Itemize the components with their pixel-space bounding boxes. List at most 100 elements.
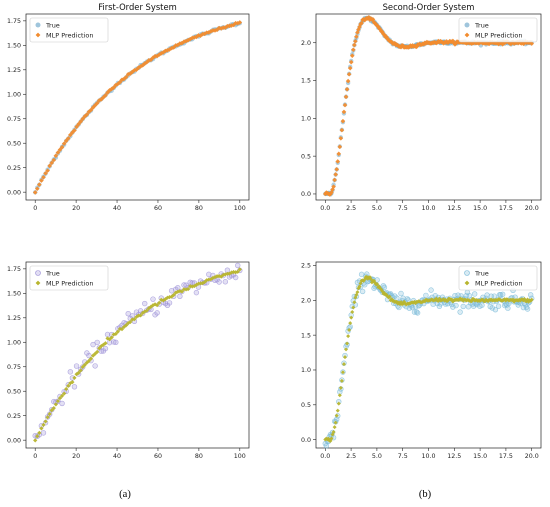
- mlp-point: [192, 35, 197, 40]
- mlp-point: [342, 102, 348, 108]
- x-tick-label: 17.5: [499, 453, 513, 460]
- mlp-point: [128, 319, 133, 325]
- legend-label: True: [45, 269, 60, 277]
- legend-box: [458, 17, 538, 43]
- true-point: [98, 348, 105, 354]
- mlp-point: [88, 356, 94, 361]
- mlp-point: [340, 118, 346, 124]
- true-point: [492, 306, 499, 313]
- mlp-point: [214, 274, 220, 279]
- mlp-point: [138, 64, 143, 69]
- mlp-point: [53, 153, 59, 159]
- mlp-point: [39, 178, 44, 183]
- mlp-point: [333, 420, 338, 425]
- mlp-point: [146, 58, 152, 63]
- mlp-point: [366, 15, 372, 20]
- mlp-point: [68, 132, 73, 138]
- mlp-point: [342, 355, 347, 360]
- mlp-point: [90, 353, 96, 358]
- mlp-point: [107, 337, 112, 342]
- true-point: [102, 345, 109, 352]
- x-tick-label: 20: [72, 453, 80, 460]
- true-point: [471, 291, 478, 297]
- legend-label: MLP Prediction: [475, 279, 523, 287]
- mlp-point: [113, 331, 118, 336]
- x-tick-label: 2.5: [346, 205, 356, 212]
- x-tick-label: 0.0: [320, 453, 330, 460]
- legend-marker: [35, 22, 41, 28]
- mlp-point: [132, 68, 137, 73]
- mlp-point: [359, 20, 364, 26]
- y-tick-label: 0.0: [301, 191, 311, 198]
- true-point: [150, 296, 156, 302]
- true-point: [323, 443, 330, 449]
- y-tick-label: 0.25: [7, 413, 21, 420]
- mlp-point: [103, 93, 108, 98]
- mlp-point: [198, 281, 203, 286]
- mlp-point: [338, 135, 344, 141]
- x-tick-label: 0.0: [320, 205, 330, 212]
- legend: True MLP Prediction: [458, 265, 538, 291]
- mlp-point: [331, 429, 336, 434]
- mlp-point: [47, 411, 52, 417]
- x-tick-label: 40: [113, 205, 121, 212]
- mlp-point: [334, 413, 339, 418]
- mlp-point: [138, 313, 143, 318]
- mlp-point: [109, 335, 114, 340]
- x-tick-label: 0: [33, 205, 37, 212]
- true-point: [381, 284, 388, 291]
- mlp-point: [124, 323, 129, 328]
- x-tick-label: 20.0: [525, 453, 539, 460]
- mlp-point: [347, 328, 352, 333]
- true-point: [423, 292, 429, 299]
- mlp-point: [144, 59, 150, 65]
- mlp-point: [344, 347, 349, 352]
- mlp-point: [387, 294, 392, 299]
- x-tick-label: 60: [154, 205, 162, 212]
- y-tick-label: 1.50: [7, 291, 21, 298]
- true-point: [495, 303, 502, 309]
- true-point: [59, 400, 65, 407]
- chart-panel-1: 0 20 40 60 80 100 0.00 0.25 0.50 0.75 1.00 1.25 1.50…: [7, 2, 250, 212]
- y-tick-label: 1.25: [7, 67, 21, 74]
- mlp-point: [130, 317, 135, 322]
- mlp-point: [189, 35, 195, 41]
- mlp-point: [335, 408, 340, 413]
- mlp-point: [140, 63, 145, 68]
- mlp-point: [352, 300, 357, 305]
- mlp-point: [339, 127, 345, 133]
- mlp-point: [158, 51, 164, 56]
- mlp-point: [186, 286, 191, 292]
- legend-box: [458, 265, 538, 291]
- mlp-point: [350, 309, 355, 314]
- mlp-point: [345, 78, 351, 84]
- mlp-point: [389, 39, 394, 45]
- chart-title: Second-Order System: [383, 2, 475, 12]
- true-point: [73, 363, 80, 369]
- x-tick-label: 10.0: [421, 453, 435, 460]
- x-tick-label: 12.5: [447, 453, 461, 460]
- legend-marker: [464, 280, 470, 286]
- legend-marker: [464, 22, 470, 28]
- true-point: [92, 363, 98, 369]
- mlp-point: [348, 59, 354, 65]
- mlp-point: [450, 38, 456, 44]
- legend-label: MLP Prediction: [46, 279, 94, 287]
- mlp-point: [212, 28, 218, 33]
- true-point: [505, 305, 511, 311]
- y-tick-label: 0.50: [7, 140, 21, 147]
- mlp-point: [49, 408, 54, 413]
- mlp-point: [37, 430, 42, 435]
- mlp-point: [74, 372, 79, 377]
- caption-b: (b): [419, 489, 432, 500]
- mlp-point: [167, 47, 172, 52]
- mlp-point: [101, 342, 106, 347]
- x-tick-label: 100: [234, 453, 246, 460]
- true-point: [94, 339, 100, 346]
- mlp-point: [175, 289, 180, 294]
- true-point: [455, 292, 461, 298]
- mlp-point: [343, 94, 349, 100]
- x-tick-label: 7.5: [398, 205, 408, 212]
- mlp-point: [55, 150, 61, 155]
- mlp-point: [41, 174, 46, 180]
